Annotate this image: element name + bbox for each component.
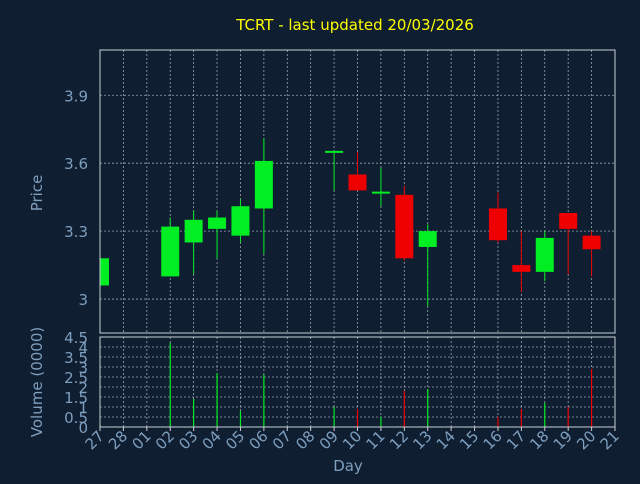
candle-body (325, 150, 344, 153)
x-tick-label: 13 (409, 427, 435, 453)
x-tick-label: 06 (245, 427, 271, 453)
x-tick-label: 10 (339, 427, 365, 453)
volume-tick-label: 3 (78, 359, 88, 377)
volume-tick-label: 1 (78, 399, 88, 417)
candle-body (231, 206, 250, 236)
candle-body (100, 258, 109, 286)
x-tick-label: 19 (550, 427, 576, 453)
x-tick-label: 28 (105, 427, 131, 453)
candle-body (348, 174, 367, 191)
candles (99, 138, 601, 306)
candle-body (371, 191, 390, 194)
x-tick-label: 04 (199, 427, 225, 453)
volume-tick-label: 2.5 (64, 369, 88, 387)
x-tick-label: 08 (292, 427, 318, 453)
x-tick-label: 12 (386, 427, 412, 453)
volume-tick-label: 1.5 (64, 389, 88, 407)
volume-tick-label: 3.5 (64, 349, 88, 367)
candle-body (208, 217, 227, 229)
candle-body (161, 226, 180, 277)
price-plot-frame (99, 49, 616, 334)
price-tick-label: 3.9 (64, 87, 88, 105)
x-tick-label: 21 (597, 427, 623, 453)
x-tick-label: 18 (526, 427, 552, 453)
x-tick-label: 05 (222, 427, 248, 453)
x-tick-label: 14 (433, 427, 459, 453)
candle-body (559, 213, 578, 229)
candle-body (582, 235, 601, 250)
x-tick-label: 03 (175, 427, 201, 453)
x-tick-label: 11 (363, 427, 389, 453)
price-tick-label: 3.6 (64, 155, 88, 173)
price-tick-label: 3.3 (64, 223, 88, 241)
x-axis-label: Day (333, 457, 363, 475)
candle-body (512, 265, 531, 272)
candle-body (254, 160, 273, 209)
volume-axis-label: Volume (0000) (28, 327, 46, 437)
candle-body (184, 219, 203, 243)
volume-tick-label: 0.5 (64, 409, 88, 427)
candle-body (395, 194, 414, 259)
x-tick-label: 02 (152, 427, 178, 453)
volume-tick-label: 4.5 (64, 329, 88, 347)
x-tick-label: 15 (456, 427, 482, 453)
x-tick-label: 20 (573, 427, 599, 453)
x-tick-label: 01 (128, 427, 154, 453)
candle-body (535, 237, 554, 272)
x-tick-label: 16 (480, 427, 506, 453)
chart-title: TCRT - last updated 20/03/2026 (235, 16, 474, 34)
volume-tick-label: 2 (78, 379, 88, 397)
x-tick-label: 17 (503, 427, 529, 453)
price-tick-label: 3 (78, 291, 88, 309)
plot-frames (99, 49, 616, 431)
volume-tick-label: 0 (78, 419, 88, 437)
candle-body (488, 208, 507, 241)
x-tick-label: 09 (316, 427, 342, 453)
y-axis-label: Price (28, 175, 46, 212)
x-tick-label: 07 (269, 427, 295, 453)
volume-bars (99, 343, 593, 427)
candle-body (418, 231, 437, 247)
volume-tick-label: 4 (78, 339, 88, 357)
